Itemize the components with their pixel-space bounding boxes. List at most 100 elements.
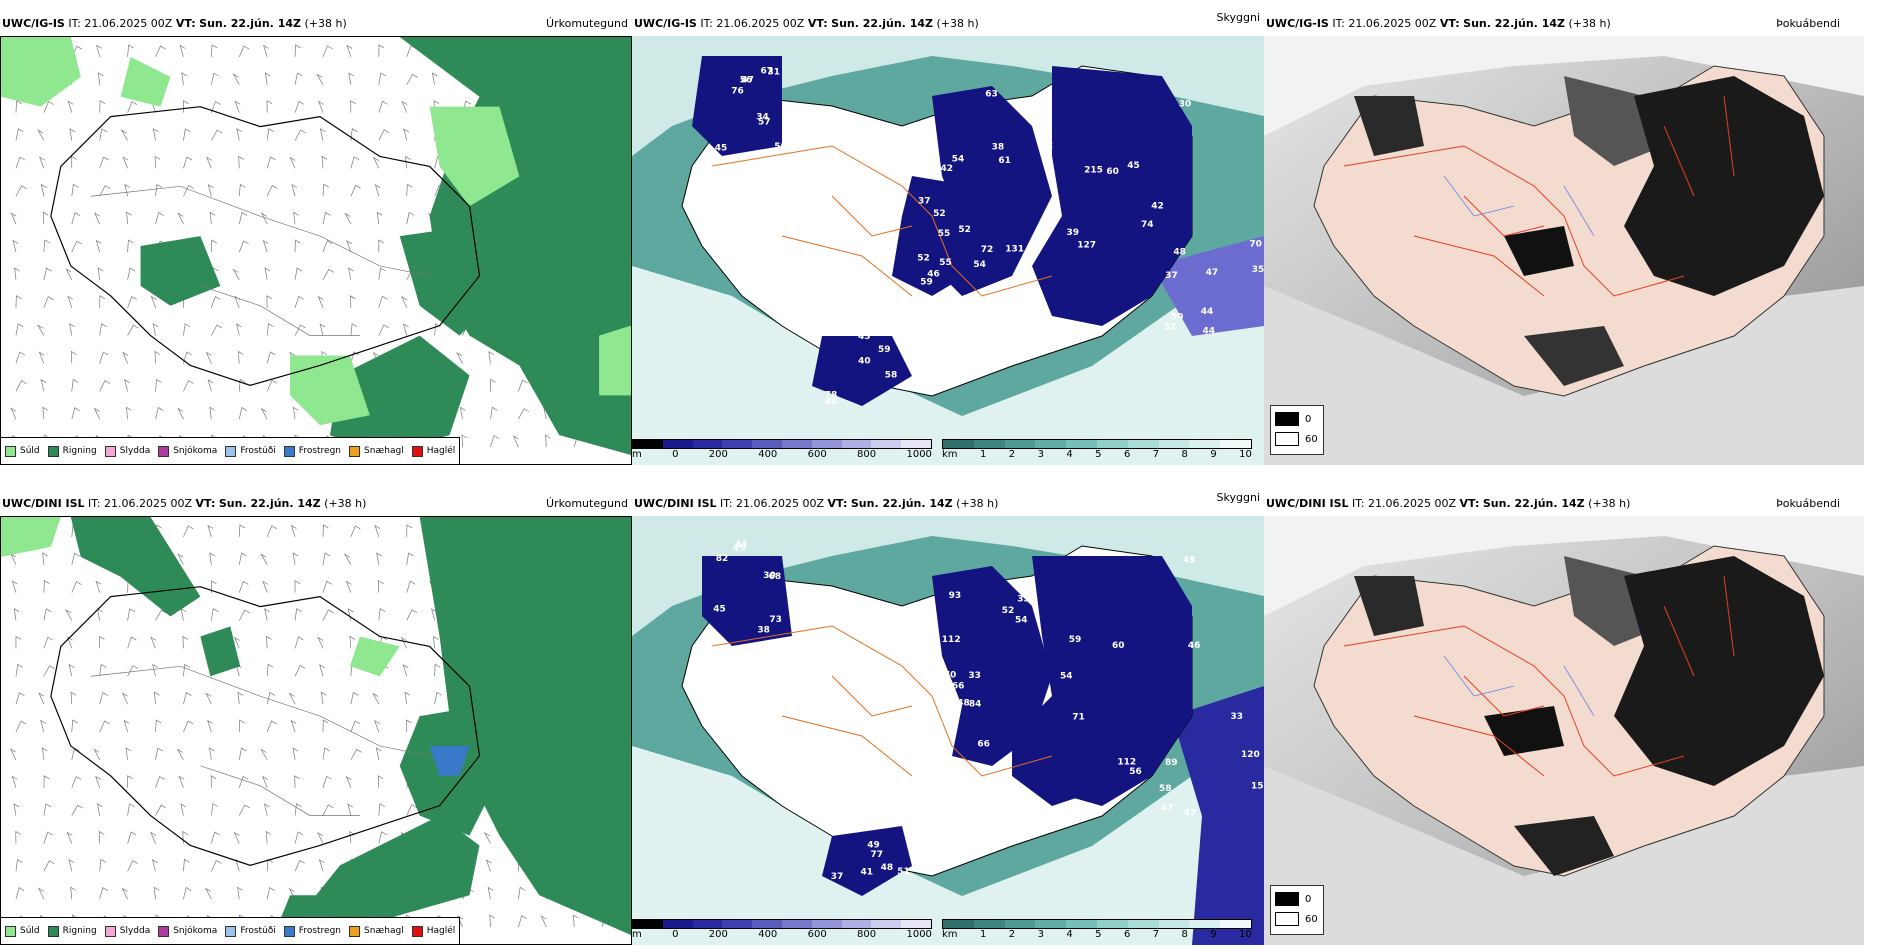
wind-barb — [71, 407, 81, 420]
wind-barb — [42, 552, 48, 565]
wind-barb — [93, 407, 101, 420]
visibility-colorbar: km 1 2 3 4 5 6 7 8 9 10 — [942, 439, 1252, 461]
legend-item-frostudi: Frostúði — [225, 925, 276, 937]
wind-barb — [349, 635, 356, 649]
wind-barb — [183, 351, 192, 364]
wind-barb — [11, 580, 18, 593]
wind-barb — [264, 608, 270, 621]
wind-barb — [375, 747, 382, 760]
wind-barb — [9, 748, 17, 761]
cloud-base-label: 52 — [1164, 323, 1177, 333]
colorbar-swatch — [662, 920, 693, 928]
tick: 9 — [1210, 449, 1217, 460]
fog-legend: 0 60 — [1270, 885, 1324, 935]
fog-legend-row: 0 — [1275, 892, 1319, 906]
cloud-base-label: 68 — [769, 572, 782, 582]
wind-barb — [122, 156, 129, 169]
colorbar-swatch — [752, 440, 782, 448]
wind-barb — [406, 524, 413, 537]
wind-barb — [183, 692, 192, 705]
precip-map[interactable] — [0, 36, 632, 465]
wind-barb — [127, 608, 135, 621]
wind-barb — [405, 155, 411, 169]
wind-barb — [122, 351, 129, 364]
wind-barb — [43, 239, 51, 253]
tick: 200 — [708, 449, 728, 460]
wind-barb — [177, 407, 184, 420]
wind-barb — [43, 101, 54, 113]
cloud-base-label: 54 — [1015, 615, 1028, 625]
wind-barb — [316, 73, 324, 85]
cloud-base-label: 127 — [1077, 241, 1096, 251]
cloud-base-label: 38 — [757, 626, 770, 636]
cloud-base-label: 49 — [867, 841, 880, 851]
cloud-base-label: 61 — [998, 156, 1011, 166]
wind-barb — [401, 295, 408, 308]
wind-barb — [402, 664, 409, 677]
wind-barb — [238, 240, 249, 253]
legend-item-slydda: Slydda — [104, 925, 150, 937]
cloud-base-label: 37 — [1165, 271, 1178, 281]
colorbar-swatches — [942, 919, 1252, 929]
wind-barb — [15, 100, 22, 113]
wind-barb — [42, 406, 49, 420]
tick: 600 — [807, 449, 827, 460]
wind-barb — [127, 775, 133, 788]
wind-barb — [406, 552, 414, 565]
wind-barb — [152, 663, 158, 677]
fog-map[interactable] — [1264, 36, 1864, 465]
wind-barb — [238, 211, 248, 225]
wind-barb — [350, 156, 360, 169]
cloudbase-colorbar: m 0 200 400 600 800 1000 — [632, 919, 932, 941]
wind-barb — [211, 295, 221, 308]
cloud-base-label: 60 — [1112, 641, 1125, 651]
init-time: 21.06.2025 00Z — [1368, 497, 1457, 510]
tick: 8 — [1181, 449, 1188, 460]
wind-barb — [266, 858, 274, 872]
wind-barb — [11, 775, 18, 788]
wind-barb — [71, 350, 77, 364]
wind-barb — [266, 525, 278, 538]
valid-label: VT: — [827, 497, 848, 510]
wind-barb — [350, 748, 362, 761]
wind-barb — [155, 378, 162, 392]
wind-barb — [348, 72, 354, 85]
wind-barb — [490, 435, 500, 448]
lead-time: (+38 h) — [956, 497, 999, 510]
tick: 1 — [979, 449, 987, 460]
cloud-base-label: 44 — [908, 351, 921, 361]
cloud-base-label: 131 — [1005, 245, 1024, 255]
wind-barb — [431, 608, 437, 621]
wind-barb — [210, 831, 220, 844]
wind-barb — [177, 553, 184, 565]
cloud-map[interactable]: 50 42 30 55 59 52 56 38 39 52 78 50 47 61 42 37 43 35 34 32… — [632, 36, 1264, 465]
wind-barb — [343, 553, 352, 565]
wind-barb — [40, 378, 47, 392]
wind-barb — [288, 692, 296, 705]
wind-barb — [15, 635, 22, 649]
wind-barb — [322, 609, 334, 621]
colorbar-swatch — [973, 440, 1005, 448]
legend-swatch — [47, 445, 59, 457]
cloud-map-svg: 4435464077898254546649474533563241333048… — [632, 516, 1264, 945]
tick: 3 — [1037, 929, 1044, 940]
wind-barb — [208, 747, 215, 760]
wind-barb — [232, 73, 240, 85]
wind-barb — [266, 100, 273, 113]
cloud-map[interactable]: 44 35 46 40 77 89 82 54 54 66 49 47 45 33 56 32 41 33 30 48… — [632, 516, 1264, 945]
cloud-base-label: 49 — [1183, 556, 1196, 566]
wind-barb — [406, 73, 418, 85]
wind-barb — [322, 45, 333, 58]
precip-map[interactable] — [0, 516, 632, 945]
fog-map[interactable] — [1264, 516, 1864, 945]
tick: 8 — [1181, 929, 1188, 940]
wind-barb — [43, 636, 54, 649]
wind-barb — [374, 184, 381, 197]
cloud-base-label: 44 — [1201, 307, 1214, 317]
wind-barb — [210, 608, 219, 621]
wind-barb — [127, 860, 138, 872]
wind-barb — [347, 803, 354, 816]
wind-barb — [263, 44, 269, 58]
wind-barb — [210, 44, 218, 57]
wind-barb — [456, 351, 463, 364]
